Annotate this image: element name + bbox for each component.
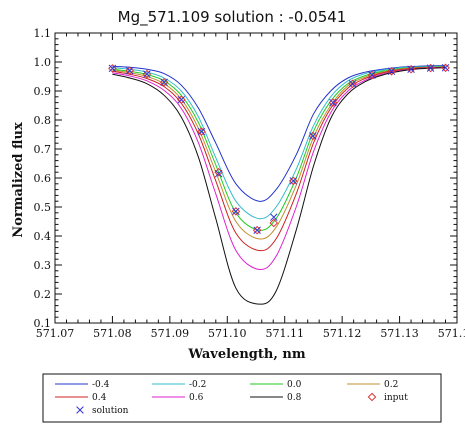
solution-marker (441, 64, 450, 72)
legend-label: input (384, 393, 408, 403)
x-tick-label: 571.12 (323, 327, 362, 340)
x-tick-label: 571.10 (208, 327, 247, 340)
y-tick-label: 1.0 (34, 56, 52, 69)
input-marker (406, 64, 416, 74)
input-marker (289, 176, 298, 186)
solution-marker (348, 79, 357, 88)
y-tick-label: 0.7 (34, 143, 52, 156)
y-tick-label: 0.1 (34, 317, 52, 330)
y-tick-label: 0.3 (34, 259, 52, 272)
legend-label: solution (92, 406, 129, 416)
y-axis-label: Normalized flux (11, 122, 26, 238)
series-line-4 (112, 66, 446, 252)
legend: -0.4 -0.2 0.0 0.2 0.4 0.6 0.8 input solution (42, 373, 442, 423)
input-marker (108, 64, 117, 73)
legend-label: 0.8 (287, 393, 302, 403)
x-tick-label: 571.13 (380, 327, 419, 340)
solution-marker (125, 66, 134, 75)
input-marker (197, 127, 206, 136)
solution-marker (368, 71, 376, 79)
solution-marker (197, 127, 206, 136)
legend-label: -0.2 (189, 380, 206, 390)
x-tick-label: 571.14 (438, 327, 465, 340)
series-line-5 (112, 67, 446, 271)
solution-marker (387, 67, 396, 76)
input-marker (159, 77, 169, 87)
input-marker (367, 70, 377, 80)
legend-label: 0.0 (287, 380, 302, 390)
solution-marker (270, 213, 278, 221)
series-layer (112, 65, 446, 305)
x-tick-label: 571.11 (265, 327, 304, 340)
input-marker (441, 63, 450, 73)
y-tick-label: 0.8 (34, 114, 52, 127)
y-tick-label: 0.6 (34, 172, 52, 185)
series-line-1 (112, 65, 446, 220)
input-marker (426, 63, 435, 73)
solution-marker (108, 64, 117, 73)
input-marker (387, 66, 396, 76)
y-tick-label: 0.2 (34, 288, 52, 301)
ticks-layer: 571.07 571.08 571.09 571.10 571.11 571.12 571.… (34, 27, 465, 340)
input-marker (308, 131, 318, 141)
solution-marker (426, 64, 435, 72)
y-tick-label: 1.1 (34, 27, 52, 40)
legend-swatch-input (367, 392, 377, 402)
x-axis-label: Wavelength, nm (187, 347, 305, 362)
solution-marker (160, 78, 168, 87)
input-marker (177, 95, 186, 105)
solution-marker (329, 98, 337, 107)
solution-marker (407, 65, 415, 74)
series-line-6 (112, 67, 446, 305)
solution-marker (232, 207, 240, 216)
input-marker (142, 69, 152, 79)
input-marker (348, 79, 357, 89)
legend-label: 0.6 (189, 393, 204, 403)
input-marker (231, 207, 241, 216)
x-tick-label: 571.07 (36, 327, 75, 340)
input-marker (252, 225, 262, 235)
x-tick-label: 571.09 (151, 327, 190, 340)
legend-label: 0.4 (92, 393, 107, 403)
plot-frame (54, 32, 458, 324)
legend-label: -0.4 (92, 380, 110, 390)
series-line-0 (112, 65, 446, 202)
input-marker (328, 98, 338, 107)
y-tick-label: 0.5 (34, 201, 52, 214)
y-tick-label: 0.4 (34, 230, 52, 243)
solution-marker (143, 70, 151, 78)
solution-marker (214, 169, 223, 178)
input-marker (125, 66, 134, 76)
solution-marker (289, 177, 298, 185)
legend-label: 0.2 (384, 380, 398, 390)
x-tick-label: 571.08 (93, 327, 132, 340)
series-line-2 (112, 66, 446, 231)
solution-marker (177, 95, 186, 104)
chart-title: Mg_571.109 solution : -0.0541 (118, 8, 347, 27)
legend-swatch-solution (76, 406, 84, 414)
solution-marker (253, 226, 261, 234)
y-tick-label: 0.9 (34, 85, 52, 98)
solution-marker (309, 132, 317, 140)
input-marker (269, 218, 279, 228)
markers-layer (108, 63, 450, 235)
